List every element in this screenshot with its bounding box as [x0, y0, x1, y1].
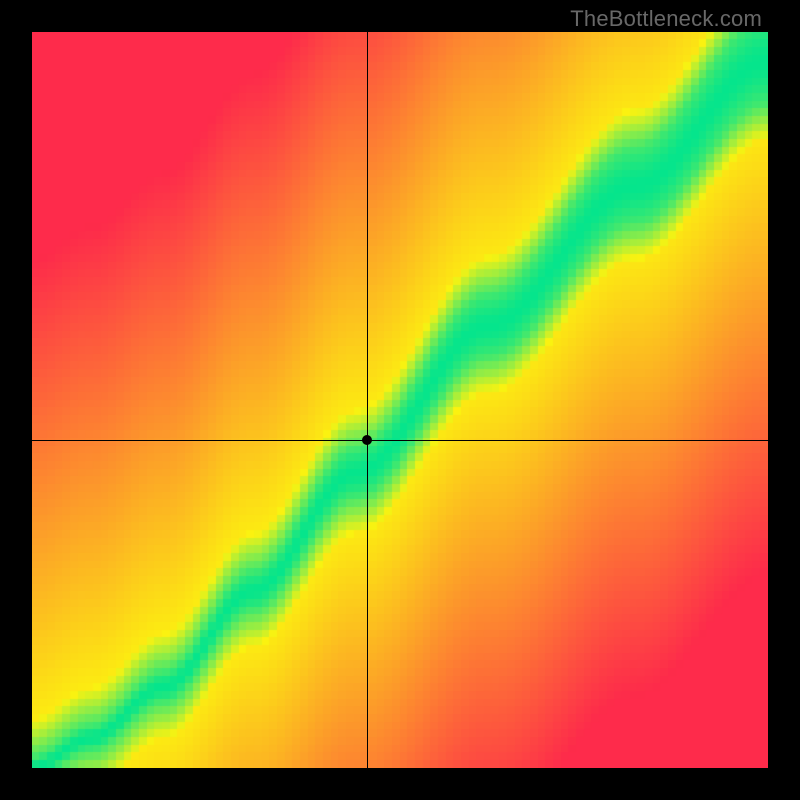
chart-container: TheBottleneck.com: [0, 0, 800, 800]
watermark-text: TheBottleneck.com: [570, 6, 762, 32]
crosshair-horizontal: [32, 440, 768, 441]
marker-dot: [362, 435, 372, 445]
heatmap-canvas: [32, 32, 768, 768]
crosshair-vertical: [367, 32, 368, 768]
heatmap-plot: [32, 32, 768, 768]
